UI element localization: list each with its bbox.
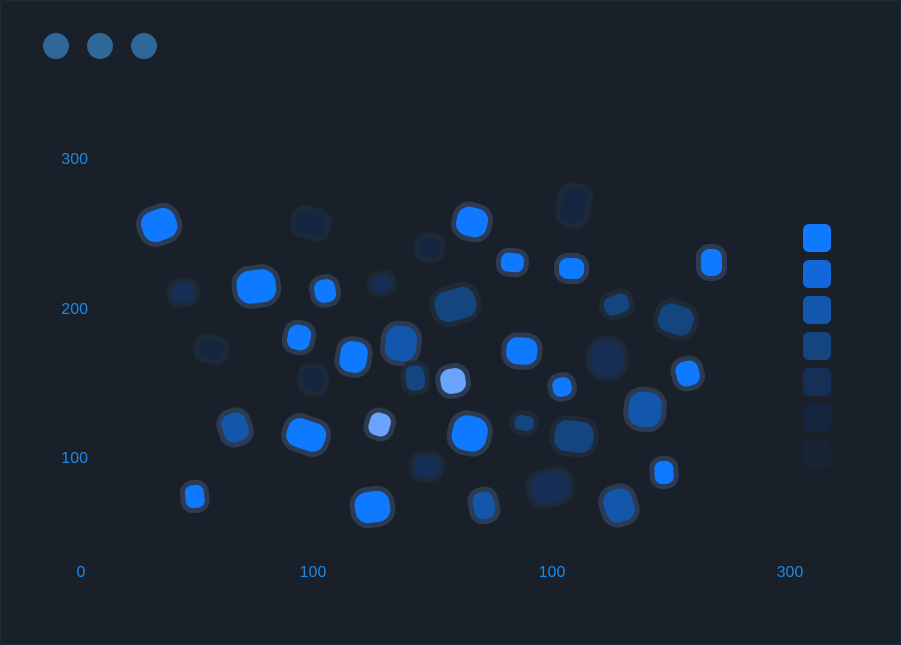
data-point[interactable] (309, 274, 342, 308)
window-dot-2[interactable] (87, 33, 113, 59)
y-tick-label: 100 (61, 450, 88, 467)
legend-swatch[interactable] (803, 224, 831, 252)
data-point[interactable] (334, 336, 373, 378)
x-tick-label: 0 (76, 564, 86, 581)
legend-swatch[interactable] (803, 404, 831, 432)
x-tick-label: 100 (299, 564, 327, 581)
legend-swatch[interactable] (803, 296, 831, 324)
data-point[interactable] (446, 410, 494, 458)
data-point[interactable] (597, 482, 641, 528)
data-point[interactable] (501, 332, 543, 370)
data-point[interactable] (363, 407, 396, 442)
data-point[interactable] (409, 450, 445, 483)
data-point[interactable] (450, 201, 494, 243)
data-point[interactable] (598, 288, 635, 321)
data-point[interactable] (231, 264, 282, 309)
data-point[interactable] (280, 412, 333, 458)
data-point[interactable] (547, 372, 577, 402)
data-point[interactable] (549, 415, 599, 458)
data-point[interactable] (509, 409, 539, 437)
data-point[interactable] (179, 479, 210, 514)
data-point[interactable] (555, 182, 593, 229)
data-point[interactable] (367, 270, 397, 297)
data-point[interactable] (652, 297, 701, 342)
data-point[interactable] (379, 320, 422, 367)
legend-swatch[interactable] (803, 440, 831, 468)
data-point[interactable] (349, 485, 396, 529)
data-point[interactable] (166, 277, 200, 308)
data-point[interactable] (649, 455, 679, 490)
data-point[interactable] (525, 466, 576, 510)
x-tick-label: 300 (776, 564, 804, 581)
data-point[interactable] (554, 252, 590, 285)
data-point[interactable] (281, 319, 317, 356)
data-point[interactable] (623, 386, 667, 433)
data-point[interactable] (297, 362, 329, 397)
y-tick-label: 300 (61, 151, 88, 168)
data-point[interactable] (193, 333, 230, 366)
data-point[interactable] (586, 336, 628, 381)
data-point[interactable] (290, 205, 333, 242)
data-point[interactable] (435, 363, 471, 399)
data-point[interactable] (495, 247, 529, 278)
data-point[interactable] (413, 232, 446, 263)
data-point[interactable] (695, 243, 728, 282)
data-point[interactable] (400, 360, 431, 396)
legend-swatch[interactable] (803, 332, 831, 360)
legend-swatch[interactable] (803, 368, 831, 396)
data-point[interactable] (216, 407, 255, 449)
data-point[interactable] (134, 201, 184, 249)
x-tick-label: 100 (538, 564, 566, 581)
data-point[interactable] (428, 281, 482, 328)
data-point[interactable] (467, 486, 501, 525)
window-dot-1[interactable] (43, 33, 69, 59)
y-tick-label: 200 (61, 301, 88, 318)
data-point[interactable] (670, 355, 705, 392)
window-dot-3[interactable] (131, 33, 157, 59)
legend-swatch[interactable] (803, 260, 831, 288)
